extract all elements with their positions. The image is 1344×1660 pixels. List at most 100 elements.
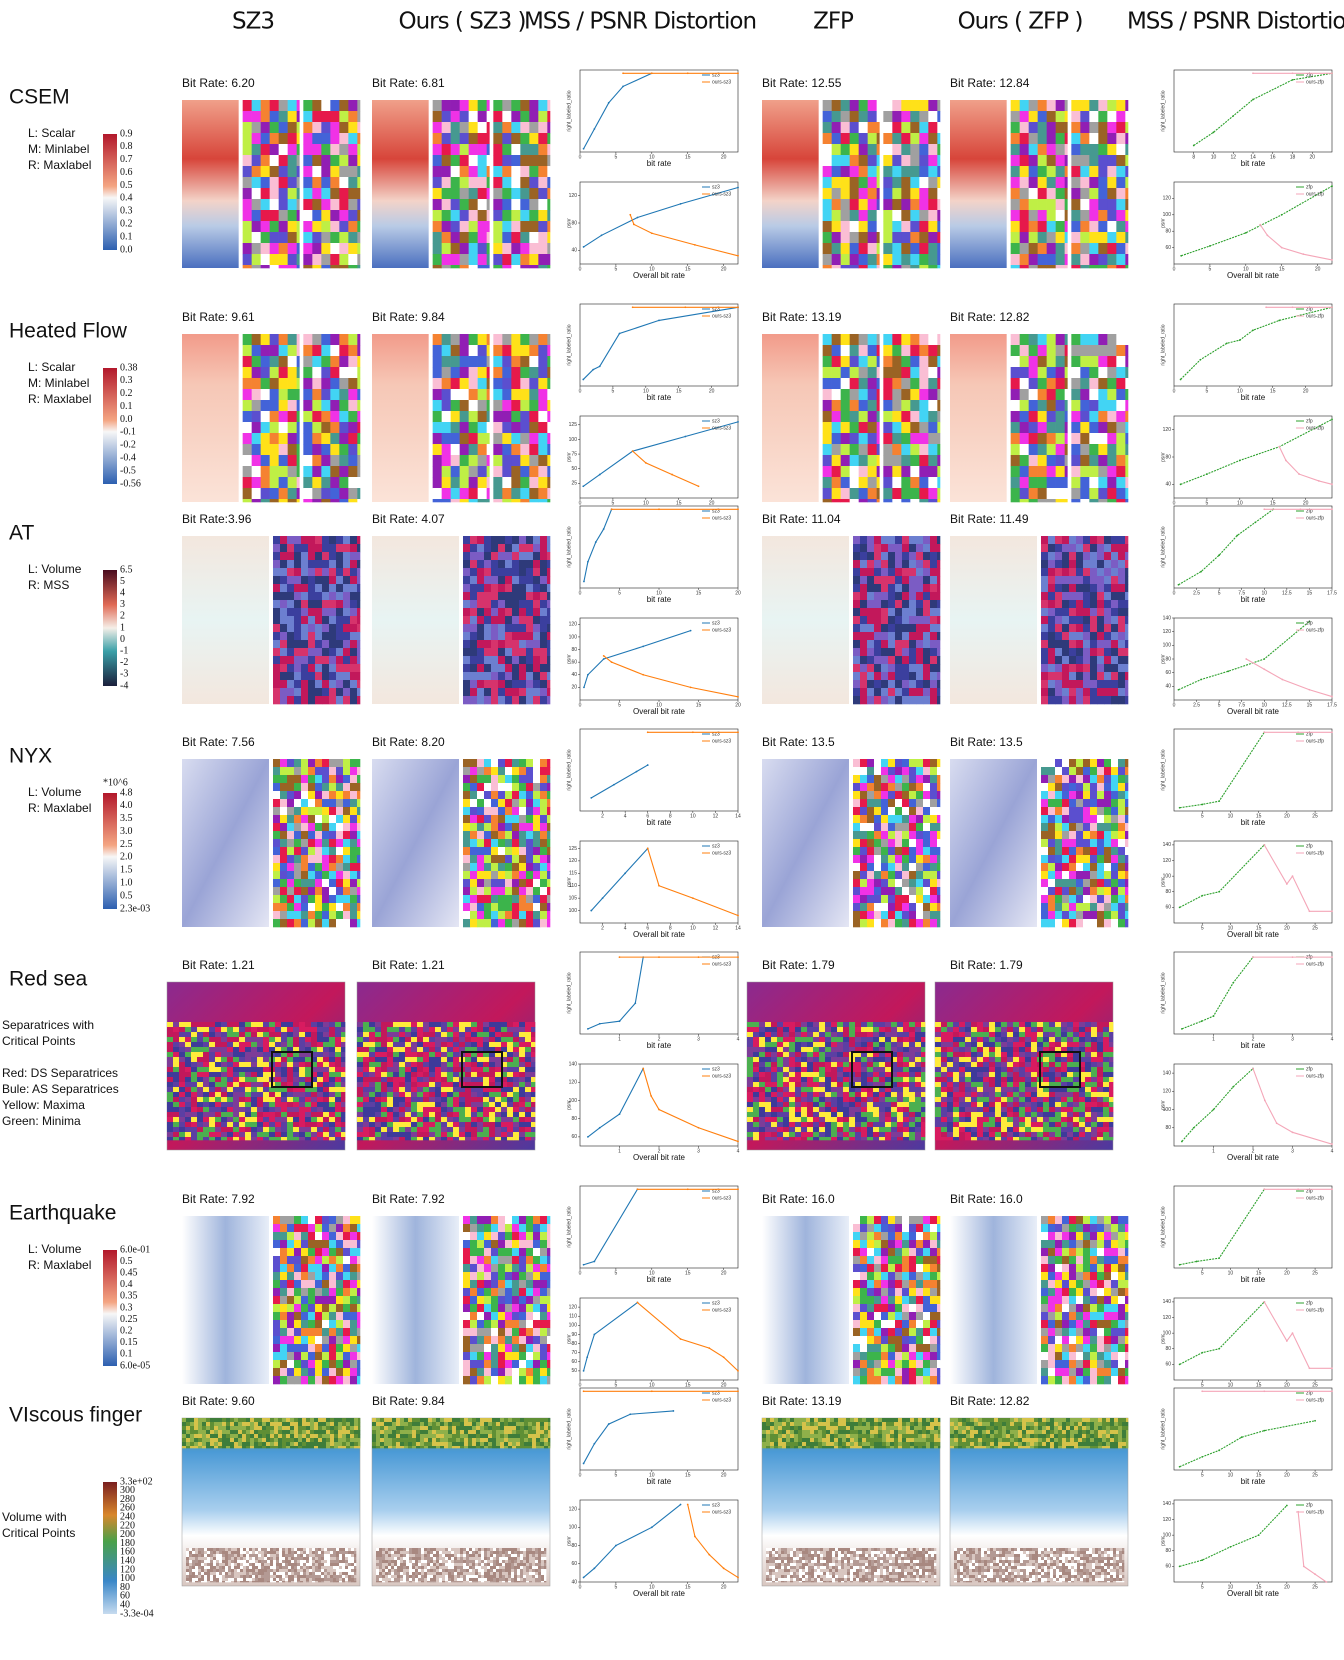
label-cell [531,1037,535,1042]
label-cell [823,466,832,477]
label-cell [512,688,519,696]
label-cell [288,367,297,378]
label-cell [902,592,909,600]
label-cell [173,1137,179,1140]
label-cell [343,672,350,680]
label-cell [1065,499,1068,502]
label-cell [923,608,930,616]
label-cell [526,584,533,592]
label-cell [301,903,308,911]
label-cell [1107,243,1116,254]
label-cell [301,831,308,839]
label-cell [470,568,477,576]
label-cell [930,775,937,783]
label-cell [275,1097,281,1102]
label-cell [261,210,270,221]
label-cell [895,791,902,799]
label-cell [868,133,877,144]
label-cell [902,536,909,544]
label-cell [489,1037,495,1042]
label-cell [491,560,498,568]
label-cell [1089,356,1098,367]
label-cell [433,488,442,499]
label-cell [867,656,874,664]
label-cell [191,1112,197,1117]
label-cell [185,1102,191,1107]
label-cell [493,400,502,411]
label-cell [901,199,910,210]
label-cell [261,144,270,155]
label-cell [339,166,348,177]
label-cell [315,592,322,600]
label-cell [1020,265,1029,268]
label-cell [937,696,940,704]
label-cell [1062,664,1069,672]
colorbar [103,134,117,250]
label-cell [881,775,888,783]
label-cell [531,1047,535,1052]
scalar-field [182,759,269,927]
label-cell [1069,608,1076,616]
label-cell [502,166,511,177]
label-cell [270,477,279,488]
label-cell [209,1037,215,1042]
label-cell [203,1062,209,1067]
label-cell [519,688,526,696]
label-cell [315,680,322,688]
label-cell [459,1042,465,1047]
label-cell [853,775,860,783]
label-cell [357,895,360,903]
label-cell [243,444,252,455]
label-cell [1038,411,1047,422]
label-cell [850,133,859,144]
label-cell [233,1107,239,1112]
label-cell [281,1107,287,1112]
label-cell [1125,839,1128,847]
label-cell [1125,400,1128,411]
label-cell [1089,133,1098,144]
label-cell [916,887,923,895]
label-cell [533,584,540,592]
label-cell [1048,799,1055,807]
label-cell [350,815,357,823]
label-cell [336,664,343,672]
label-cell [1107,199,1116,210]
label-cell [487,488,490,499]
label-cell [299,1112,305,1117]
label-cell [303,466,312,477]
label-cell [498,871,505,879]
label-cell [1116,455,1125,466]
label-cell [308,767,315,775]
label-cell [1029,444,1038,455]
label-cell [892,100,901,111]
label-cell [859,210,868,221]
label-cell [288,422,297,433]
label-cell [293,1132,299,1137]
label-cell [323,1052,329,1057]
label-cell [294,775,301,783]
label-cell [502,400,511,411]
label-cell [888,847,895,855]
label-cell [233,1057,239,1062]
label-cell [270,444,279,455]
label-cell [505,552,512,560]
colorbar [103,793,117,909]
label-cell [173,1122,179,1127]
label-cell [405,1042,411,1047]
label-cell [1111,672,1118,680]
label-cell [859,444,868,455]
label-cell [299,1102,305,1107]
label-cell [505,576,512,584]
label-cell [339,444,348,455]
label-cell [281,1022,287,1027]
label-cell [215,1087,221,1092]
label-cell [463,592,470,600]
label-cell [288,455,297,466]
label-cell [895,815,902,823]
label-cell [312,144,321,155]
label-cell [538,177,547,188]
label-cell [888,536,895,544]
label-cell [859,254,868,265]
label-cell [185,1022,191,1027]
label-cell [315,847,322,855]
